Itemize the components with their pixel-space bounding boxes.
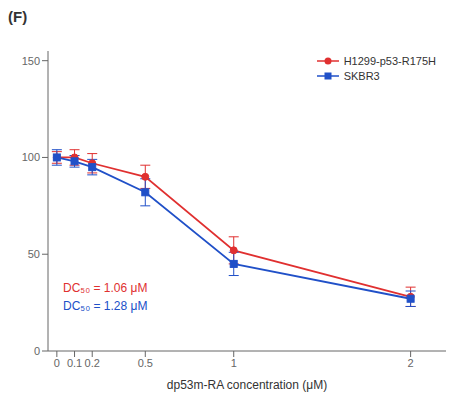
svg-text:100: 100	[22, 151, 40, 163]
html-text:SKBR3: SKBR3	[343, 70, 380, 82]
svg-text:150: 150	[22, 55, 40, 67]
svg-text:1: 1	[231, 357, 237, 369]
svg-text:2: 2	[408, 357, 414, 369]
svg-text:0.5: 0.5	[138, 357, 153, 369]
html-text:(F): (F)	[8, 8, 28, 25]
svg-text:0.2: 0.2	[85, 357, 100, 369]
svg-text:0: 0	[54, 357, 60, 369]
html-text:DC₅₀ = 1.28 μM: DC₅₀ = 1.28 μM	[63, 299, 148, 313]
html-text:H1299-p53-R175H: H1299-p53-R175H	[343, 55, 436, 67]
svg-text:dp53m-RA concentration (μM): dp53m-RA concentration (μM)	[167, 378, 327, 392]
svg-text:0: 0	[34, 345, 40, 357]
svg-text:50: 50	[28, 248, 40, 260]
svg-text:0.1: 0.1	[67, 357, 82, 369]
html-text:DC₅₀ = 1.06 μM: DC₅₀ = 1.06 μM	[63, 281, 148, 295]
